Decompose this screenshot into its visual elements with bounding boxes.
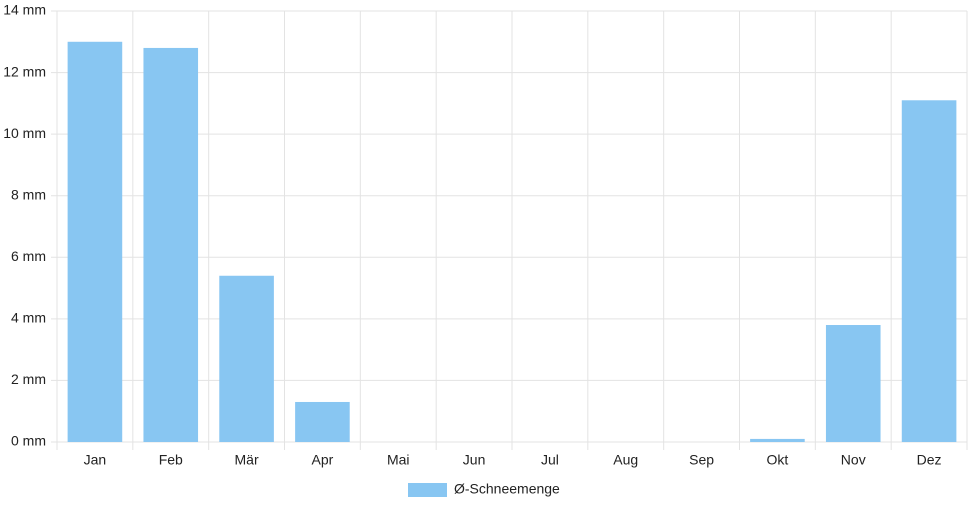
x-tick-label: Mär xyxy=(235,452,259,468)
x-tick-label: Okt xyxy=(767,452,789,468)
bar xyxy=(901,100,957,443)
x-tick-label: Nov xyxy=(841,452,866,468)
y-tick-label: 12 mm xyxy=(3,63,46,79)
y-tick-label: 6 mm xyxy=(11,248,46,264)
bar xyxy=(825,325,881,442)
y-tick-label: 4 mm xyxy=(11,310,46,326)
x-tick-label: Sep xyxy=(689,452,714,468)
bar xyxy=(219,275,274,442)
bar xyxy=(67,41,123,443)
y-tick-label: 10 mm xyxy=(3,125,46,141)
legend-label: Ø-Schneemenge xyxy=(454,481,560,497)
x-tick-label: Feb xyxy=(159,452,183,468)
x-tick-label: Jan xyxy=(84,452,107,468)
legend-swatch xyxy=(408,483,447,497)
bar xyxy=(295,401,350,442)
x-tick-label: Jun xyxy=(463,452,486,468)
x-tick-label: Mai xyxy=(387,452,410,468)
x-tick-label: Apr xyxy=(312,452,334,468)
y-tick-label: 0 mm xyxy=(11,433,46,449)
x-tick-label: Aug xyxy=(613,452,638,468)
x-tick-label: Dez xyxy=(917,452,942,468)
y-tick-label: 2 mm xyxy=(11,371,46,387)
y-tick-label: 14 mm xyxy=(3,2,46,18)
y-tick-label: 8 mm xyxy=(11,186,46,202)
bar xyxy=(750,438,805,442)
x-tick-label: Jul xyxy=(541,452,559,468)
bar xyxy=(143,47,199,442)
